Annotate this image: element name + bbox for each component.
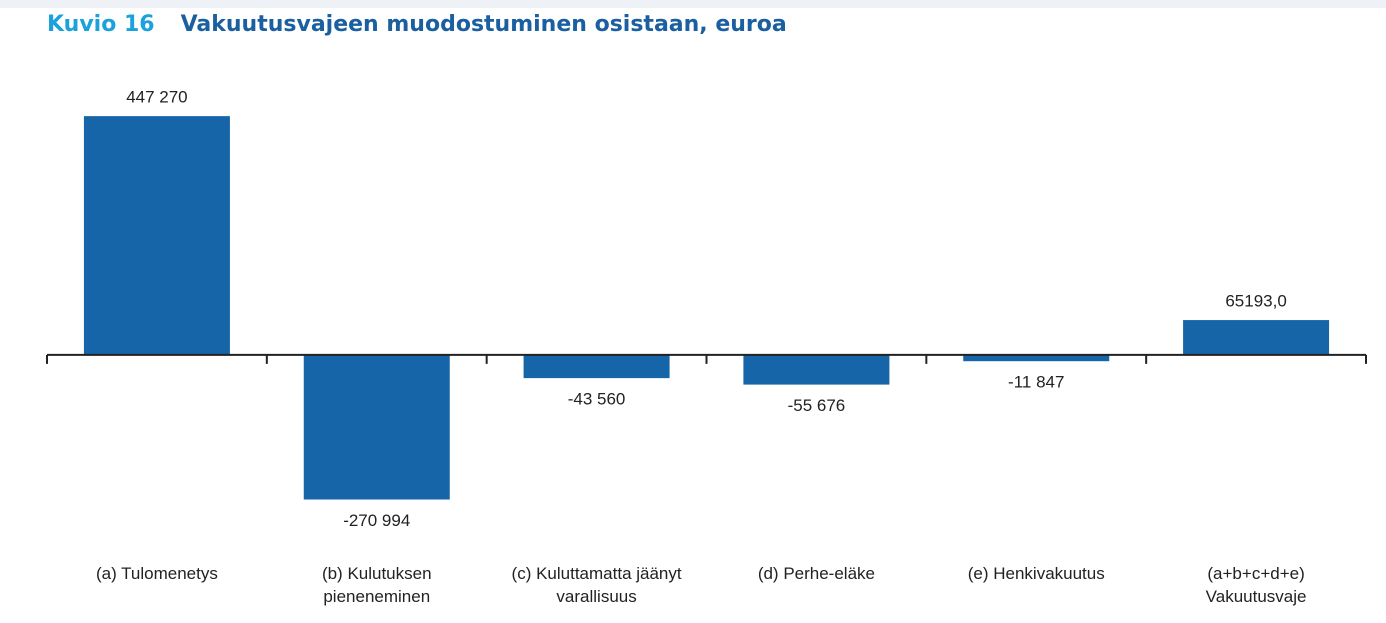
value-label: -270 994 (343, 511, 410, 530)
bar (83, 116, 230, 355)
top-band (0, 0, 1386, 8)
value-label: 65193,0 (1225, 292, 1286, 311)
figure-label: Kuvio 16 (47, 12, 155, 37)
bar (963, 354, 1110, 362)
x-tick-label: (b) Kulutuksen pieneneminen (321, 564, 432, 606)
bar (1183, 320, 1330, 355)
x-tick-label: (a) Tulomenetys (95, 564, 218, 583)
x-tick-label: (d) Perhe-eläke (757, 564, 875, 583)
chart-title: Vakuutusvajeen muodostuminen osistaan, e… (180, 12, 787, 37)
value-label: -11 847 (1008, 373, 1064, 392)
header: Kuvio 16 Vakuutusvajeen muodostuminen osi… (47, 12, 787, 37)
bar (303, 354, 450, 500)
value-label: -43 560 (568, 390, 626, 409)
x-tick-label: (c) Kuluttamatta jäänyt varallisuus (511, 564, 682, 606)
bar (523, 354, 670, 379)
value-label: -55 676 (788, 396, 846, 415)
bar (743, 354, 890, 385)
value-label: 447 270 (126, 88, 187, 107)
x-tick-label: (e) Henkivakuutus (967, 564, 1105, 583)
x-tick-label: (a+b+c+d+e) Vakuutusvaje (1205, 564, 1307, 606)
